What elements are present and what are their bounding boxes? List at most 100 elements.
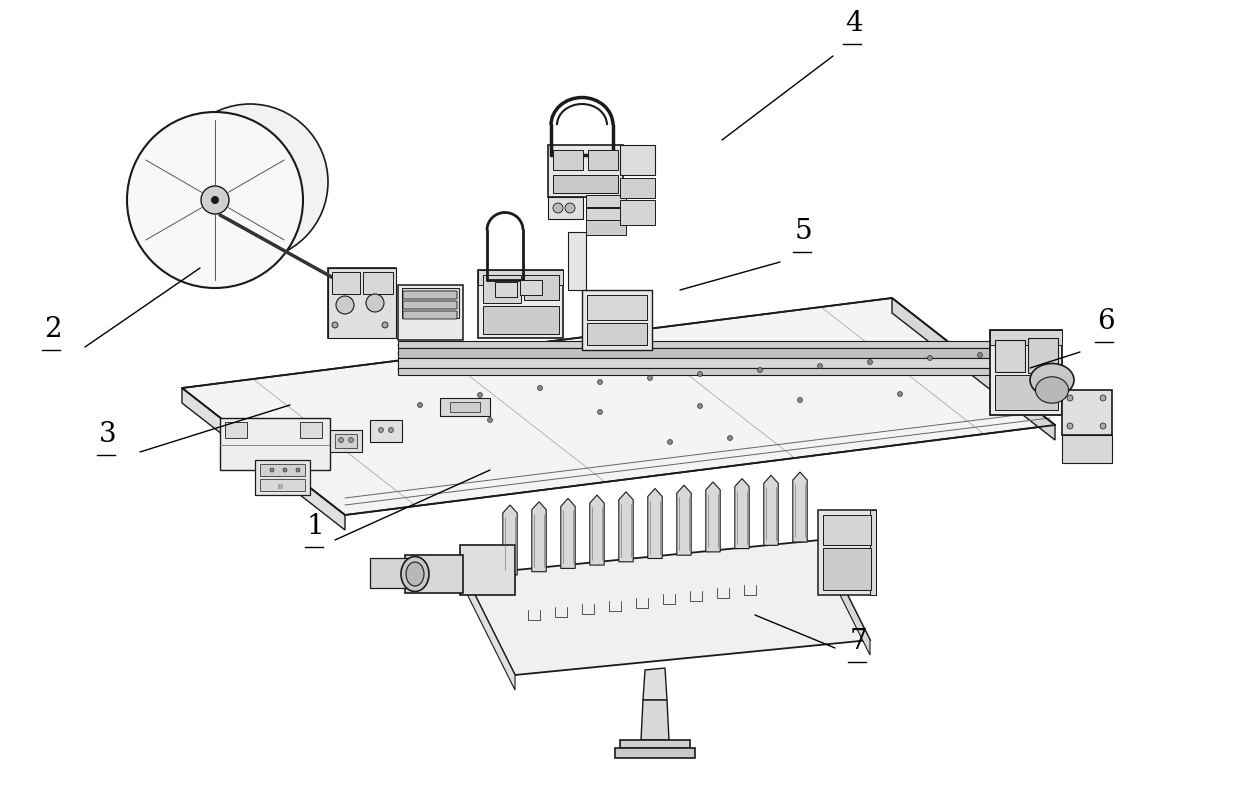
- Circle shape: [758, 368, 763, 373]
- Text: 1: 1: [308, 513, 325, 540]
- Polygon shape: [182, 388, 345, 530]
- Bar: [402, 288, 459, 318]
- Bar: [260, 479, 305, 491]
- Bar: [620, 145, 655, 175]
- Polygon shape: [465, 575, 515, 690]
- Polygon shape: [502, 505, 517, 575]
- Bar: [990, 330, 1061, 415]
- Bar: [553, 150, 583, 170]
- Bar: [620, 178, 655, 198]
- Circle shape: [598, 380, 603, 385]
- Polygon shape: [398, 348, 1025, 358]
- Circle shape: [1100, 423, 1106, 429]
- Bar: [363, 272, 393, 294]
- Bar: [818, 510, 875, 595]
- Bar: [587, 220, 626, 235]
- Circle shape: [565, 203, 575, 213]
- Polygon shape: [644, 668, 667, 700]
- Polygon shape: [764, 475, 779, 545]
- Circle shape: [697, 403, 703, 408]
- Circle shape: [201, 186, 229, 214]
- Text: 6: 6: [1097, 308, 1115, 335]
- Circle shape: [598, 410, 603, 415]
- Bar: [553, 175, 618, 193]
- Polygon shape: [182, 298, 1055, 515]
- Circle shape: [388, 428, 393, 433]
- Circle shape: [1066, 423, 1073, 429]
- Bar: [224, 422, 247, 438]
- Bar: [300, 422, 322, 438]
- Bar: [548, 145, 622, 197]
- Circle shape: [537, 386, 543, 390]
- Bar: [587, 195, 626, 207]
- Circle shape: [1066, 395, 1073, 401]
- Bar: [219, 418, 330, 470]
- Bar: [335, 434, 357, 448]
- Bar: [823, 548, 870, 590]
- Bar: [460, 545, 515, 595]
- Circle shape: [928, 356, 932, 360]
- Bar: [329, 268, 396, 338]
- FancyBboxPatch shape: [403, 301, 458, 309]
- Circle shape: [1100, 395, 1106, 401]
- Circle shape: [697, 372, 703, 377]
- Text: 3: 3: [99, 421, 117, 448]
- Circle shape: [382, 322, 388, 328]
- Circle shape: [977, 352, 982, 357]
- Circle shape: [366, 294, 384, 312]
- Bar: [330, 430, 362, 452]
- Ellipse shape: [1035, 377, 1069, 403]
- Polygon shape: [465, 540, 870, 675]
- Polygon shape: [560, 498, 575, 569]
- Bar: [440, 398, 490, 416]
- Bar: [484, 275, 521, 303]
- Bar: [520, 280, 542, 295]
- Circle shape: [418, 403, 423, 407]
- Circle shape: [211, 196, 219, 204]
- Polygon shape: [706, 482, 720, 552]
- Bar: [1028, 338, 1058, 373]
- Circle shape: [172, 104, 329, 260]
- Bar: [587, 208, 626, 220]
- Bar: [587, 323, 647, 345]
- Polygon shape: [619, 492, 634, 562]
- Bar: [332, 272, 360, 294]
- Bar: [484, 306, 559, 334]
- Bar: [620, 200, 655, 225]
- Text: 7: 7: [849, 628, 868, 655]
- Polygon shape: [892, 298, 1055, 440]
- Ellipse shape: [401, 556, 429, 591]
- Bar: [823, 515, 870, 545]
- Polygon shape: [615, 748, 694, 758]
- Circle shape: [667, 440, 672, 445]
- Polygon shape: [990, 330, 1061, 345]
- Bar: [587, 295, 647, 320]
- Circle shape: [487, 417, 492, 423]
- Circle shape: [339, 437, 343, 442]
- Circle shape: [126, 112, 303, 288]
- Polygon shape: [329, 268, 396, 338]
- Circle shape: [296, 468, 300, 472]
- Text: 2: 2: [43, 316, 62, 343]
- FancyBboxPatch shape: [403, 311, 458, 319]
- Bar: [588, 150, 618, 170]
- Polygon shape: [641, 700, 670, 740]
- Circle shape: [868, 360, 873, 364]
- Circle shape: [348, 437, 353, 442]
- Polygon shape: [870, 510, 875, 595]
- Polygon shape: [532, 501, 546, 572]
- Polygon shape: [735, 479, 749, 548]
- Bar: [398, 285, 463, 340]
- Bar: [255, 460, 310, 495]
- Polygon shape: [792, 472, 807, 542]
- Circle shape: [283, 468, 286, 472]
- Bar: [994, 340, 1025, 372]
- Circle shape: [332, 322, 339, 328]
- Circle shape: [378, 428, 383, 433]
- Polygon shape: [398, 368, 1025, 375]
- Text: 4: 4: [844, 10, 863, 37]
- Bar: [582, 290, 652, 350]
- Polygon shape: [620, 740, 689, 748]
- Bar: [450, 402, 480, 412]
- Circle shape: [336, 296, 353, 314]
